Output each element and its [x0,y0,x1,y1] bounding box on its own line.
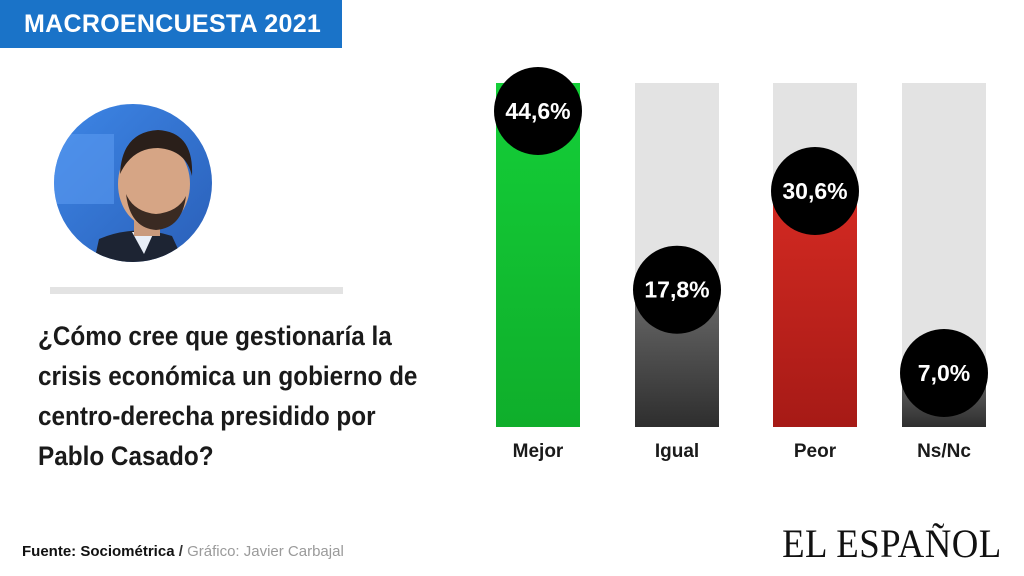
value-bubble-peor [771,146,859,235]
survey-question: ¿Cómo cree que gestionaría la crisis eco… [38,321,418,471]
category-label-mejor: Mejor [513,441,564,462]
footer-separator: / [178,543,183,560]
value-bubble-igual [633,245,721,334]
value-label-ns-nc: 7,0% [918,360,970,386]
value-bubble-mejor [494,67,582,155]
source-label: Fuente: Sociométrica [22,543,175,560]
banner-title: MACROENCUESTA 2021 [24,9,322,38]
divider [50,287,343,294]
value-label-peor: 30,6% [782,178,847,204]
el-espanol-logo: EL ESPAÑOL [782,521,1002,566]
survey-banner: MACROENCUESTA 2021 [0,0,342,48]
footer: Fuente: Sociométrica / Gráfico: Javier C… [22,543,344,560]
category-label-igual: Igual [655,441,699,462]
graphic-credit: Gráfico: Javier Carbajal [187,543,344,560]
value-label-igual: 17,8% [644,277,709,303]
category-label-ns-nc: Ns/Nc [917,441,971,462]
category-label-peor: Peor [794,441,837,462]
portrait-illustration [54,104,212,262]
value-label-mejor: 44,6% [505,98,570,124]
value-bubble-ns-nc [900,329,988,418]
politician-portrait [54,104,212,262]
